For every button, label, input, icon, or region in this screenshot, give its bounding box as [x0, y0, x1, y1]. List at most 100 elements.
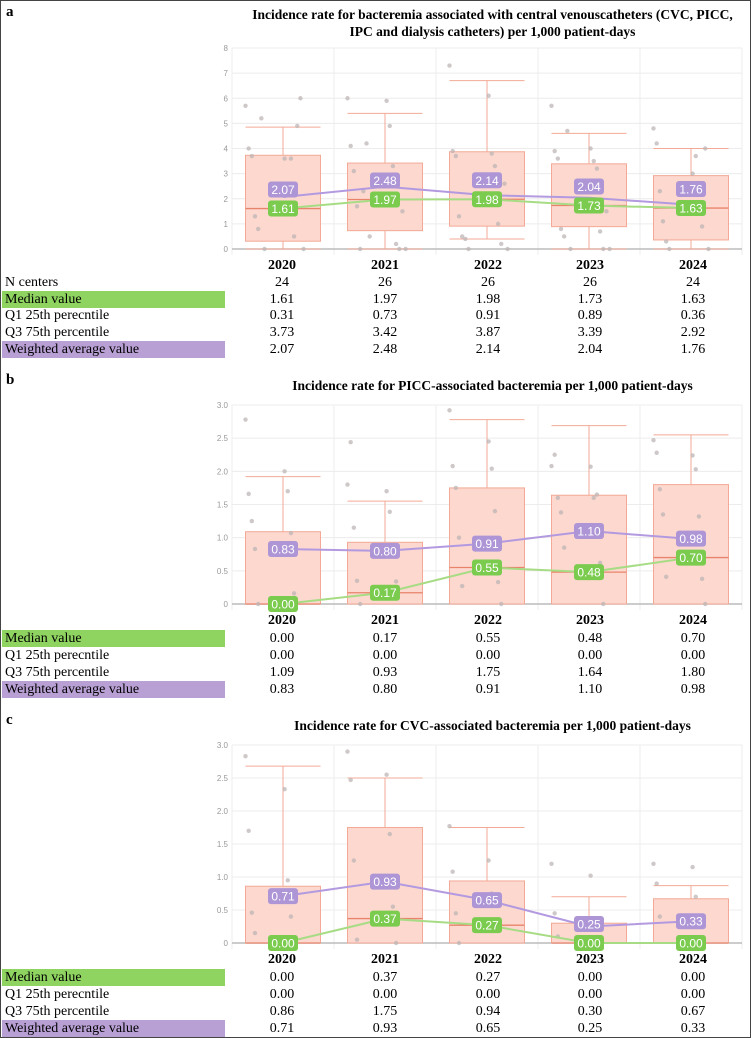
year-header: 2021 [371, 952, 399, 967]
data-point [463, 236, 468, 242]
weighted-average-label: 0.83 [271, 542, 295, 556]
data-point [588, 146, 593, 151]
panel-label-c: c [6, 712, 13, 728]
weighted-average-badge [268, 540, 298, 557]
data-point [456, 940, 462, 946]
table-cell: 0.30 [577, 1004, 603, 1019]
data-point [345, 749, 350, 754]
weighted-average-label: 1.76 [679, 183, 703, 197]
table-cell: 0.70 [680, 631, 706, 646]
weighted-average-badge [472, 892, 502, 909]
weighted-average-label: 2.04 [577, 180, 601, 194]
data-point [588, 464, 593, 469]
data-point [288, 914, 294, 919]
table-cell: 1.75 [372, 1004, 398, 1019]
data-point [243, 417, 248, 422]
median-value-label: 0.37 [373, 912, 397, 926]
data-point [345, 96, 350, 101]
table-cell: 0.48 [577, 631, 603, 646]
year-header-row: 2020 2021 2022 2023 2024 [0, 257, 751, 274]
data-point [364, 141, 369, 146]
data-point [703, 146, 708, 151]
table-cell: 2.92 [680, 325, 706, 340]
data-point [657, 914, 663, 919]
data-point [591, 158, 596, 164]
table-row: Q1 25th perecntile 0.31 0.73 0.91 0.89 0.36 [0, 307, 751, 324]
table-cell: 1.98 [475, 292, 501, 307]
weighted-average-badge [370, 172, 400, 189]
year-header: 2022 [474, 258, 502, 273]
data-point [301, 246, 306, 252]
panel-b-title: Incidence rate for PICC-associated bacte… [292, 378, 693, 393]
table-cell: 3.39 [577, 325, 603, 340]
data-point [351, 168, 357, 174]
table-cell: 0.73 [372, 308, 398, 323]
data-point [348, 777, 353, 783]
table-row: Median value 0.00 0.17 0.55 0.48 0.70 [0, 630, 751, 647]
table-cell: 0.27 [475, 970, 501, 985]
table-cell: 0.00 [269, 970, 295, 985]
median-value-badge [268, 935, 298, 951]
data-point [693, 153, 698, 159]
data-point [252, 546, 258, 552]
data-point [654, 141, 659, 146]
table-cell: 3.42 [372, 325, 398, 340]
row-label: Weighted average value [2, 341, 225, 358]
table-cell: 1.09 [269, 665, 295, 680]
median-value-label: 1.97 [373, 193, 397, 207]
data-point [249, 910, 255, 915]
data-point [549, 463, 554, 469]
data-point [657, 189, 663, 194]
table-cell: 0.67 [680, 1004, 706, 1019]
data-point [654, 450, 659, 455]
data-point [246, 491, 251, 497]
data-point [447, 408, 452, 413]
box-2022 [449, 880, 525, 944]
data-point [456, 535, 462, 540]
data-point [348, 143, 353, 149]
data-point [663, 574, 669, 580]
median-value-badge [574, 197, 604, 214]
data-point [505, 246, 510, 252]
data-point [345, 482, 350, 487]
table-cell: 0.91 [475, 308, 501, 323]
table-row: Q3 75th percentile 0.86 1.75 0.94 0.30 0.67 [0, 1003, 751, 1020]
table-cell: 0.80 [372, 682, 398, 697]
year-header: 2023 [576, 952, 604, 967]
weighted-average-label: 2.14 [475, 174, 499, 188]
box-2022 [449, 151, 525, 227]
data-point [492, 163, 498, 169]
weighted-average-label: 0.65 [475, 894, 499, 908]
weighted-average-label: 0.33 [679, 915, 703, 929]
median-value-label: 1.61 [271, 202, 295, 216]
table-row: Q1 25th perecntile 0.00 0.00 0.00 0.00 0.00 [0, 647, 751, 664]
data-point [400, 209, 405, 214]
data-point [489, 466, 494, 471]
table-cell: 0.98 [680, 682, 706, 697]
data-point [354, 204, 360, 209]
weighted-average-badge [268, 181, 298, 198]
data-point [693, 894, 698, 899]
table-cell: 3.87 [475, 325, 501, 340]
data-point [706, 246, 711, 252]
data-point [667, 246, 672, 252]
year-header: 2021 [371, 613, 399, 628]
weighted-average-label: 0.91 [475, 537, 499, 551]
data-point [291, 234, 297, 239]
data-point [552, 148, 557, 154]
median-value-label: 1.63 [679, 202, 703, 216]
data-point [486, 439, 491, 444]
table-cell: 0.93 [372, 665, 398, 680]
data-point [495, 221, 501, 227]
year-header: 2020 [268, 952, 296, 967]
data-point [387, 123, 392, 129]
box-2023 [551, 163, 627, 228]
row-label: Median value [2, 630, 225, 647]
y-tick-label: 2 [224, 195, 229, 204]
y-tick-label: 1.5 [217, 501, 229, 510]
median-value-badge [370, 910, 400, 927]
data-point [690, 171, 695, 176]
y-tick-label: 1 [224, 220, 229, 229]
data-point [594, 166, 600, 171]
table-cell: 0.00 [680, 987, 706, 1002]
